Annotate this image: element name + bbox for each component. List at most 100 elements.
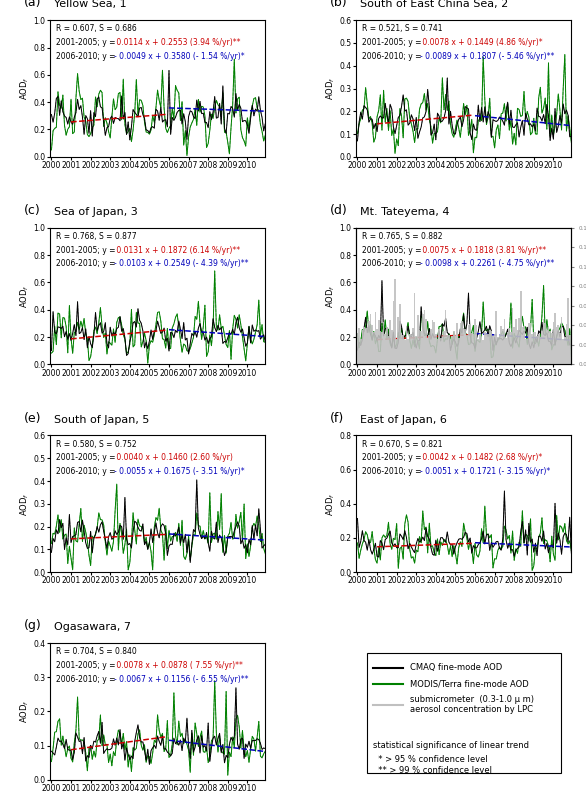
Text: 2006-2010; y =: 2006-2010; y = bbox=[56, 259, 118, 268]
Bar bbox=[476, 325, 478, 364]
Bar bbox=[456, 322, 458, 364]
Bar bbox=[469, 324, 471, 364]
Bar bbox=[411, 335, 412, 364]
Bar bbox=[490, 330, 492, 364]
Bar bbox=[427, 338, 428, 364]
Text: 0.0040 x + 0.1460 (2.60 %/yr): 0.0040 x + 0.1460 (2.60 %/yr) bbox=[114, 453, 233, 462]
Bar bbox=[407, 339, 409, 364]
Text: CMAQ fine-mode AOD: CMAQ fine-mode AOD bbox=[410, 663, 502, 672]
Bar bbox=[564, 337, 565, 364]
Bar bbox=[565, 324, 567, 364]
Bar bbox=[368, 321, 370, 364]
Bar bbox=[569, 335, 571, 364]
Bar bbox=[449, 339, 451, 364]
Bar bbox=[520, 291, 522, 364]
Y-axis label: AOD$_f$: AOD$_f$ bbox=[18, 284, 30, 308]
Bar bbox=[478, 339, 479, 364]
Bar bbox=[488, 335, 489, 364]
Text: R = 0.607, S = 0.686: R = 0.607, S = 0.686 bbox=[56, 24, 137, 33]
Bar bbox=[412, 328, 414, 364]
Text: 0.0078 x + 0.0878 ( 7.55 %/yr)**: 0.0078 x + 0.0878 ( 7.55 %/yr)** bbox=[114, 661, 243, 670]
Bar bbox=[517, 330, 518, 364]
Bar bbox=[440, 338, 442, 364]
Bar bbox=[515, 318, 517, 364]
Bar bbox=[505, 339, 507, 364]
Text: - 0.0098 x + 0.2261 (- 4.75 %/yr)**: - 0.0098 x + 0.2261 (- 4.75 %/yr)** bbox=[421, 259, 555, 268]
Text: 2001-2005; y =: 2001-2005; y = bbox=[362, 38, 424, 47]
Text: Yellow Sea, 1: Yellow Sea, 1 bbox=[54, 0, 127, 9]
Text: 2006-2010; y =: 2006-2010; y = bbox=[56, 467, 118, 476]
Bar bbox=[507, 332, 509, 364]
Bar bbox=[414, 293, 415, 364]
Text: 2001-2005; y =: 2001-2005; y = bbox=[362, 246, 424, 255]
Bar bbox=[522, 327, 523, 364]
Bar bbox=[567, 298, 569, 364]
Bar bbox=[461, 321, 463, 364]
Text: 2006-2010; y =: 2006-2010; y = bbox=[362, 467, 424, 476]
Bar bbox=[479, 335, 481, 364]
Bar bbox=[466, 335, 468, 364]
Bar bbox=[561, 317, 563, 364]
Bar bbox=[386, 326, 388, 364]
Bar bbox=[415, 336, 417, 364]
Text: 0.0114 x + 0.2553 (3.94 %/yr)**: 0.0114 x + 0.2553 (3.94 %/yr)** bbox=[114, 38, 241, 47]
Text: R = 0.521, S = 0.741: R = 0.521, S = 0.741 bbox=[362, 24, 443, 33]
Bar bbox=[553, 322, 554, 364]
Text: (f): (f) bbox=[330, 411, 344, 424]
Text: R = 0.580, S = 0.752: R = 0.580, S = 0.752 bbox=[56, 440, 137, 448]
Bar bbox=[445, 310, 447, 364]
Text: South of Japan, 5: South of Japan, 5 bbox=[54, 415, 149, 424]
Text: - 0.0055 x + 0.1675 (- 3.51 %/yr)*: - 0.0055 x + 0.1675 (- 3.51 %/yr)* bbox=[114, 467, 245, 476]
Bar bbox=[370, 314, 372, 364]
Bar bbox=[418, 330, 420, 364]
Text: 2006-2010; y =: 2006-2010; y = bbox=[56, 52, 118, 61]
Bar bbox=[358, 328, 360, 364]
Bar bbox=[474, 319, 476, 364]
Bar bbox=[383, 322, 384, 364]
Text: (a): (a) bbox=[24, 0, 42, 9]
Bar bbox=[510, 332, 512, 364]
Text: 0.0075 x + 0.1818 (3.81 %/yr)**: 0.0075 x + 0.1818 (3.81 %/yr)** bbox=[421, 246, 547, 255]
Bar bbox=[376, 329, 378, 364]
Bar bbox=[442, 336, 443, 364]
Y-axis label: AOD$_f$: AOD$_f$ bbox=[324, 284, 337, 308]
Bar bbox=[499, 335, 500, 364]
Text: ** > 99 % confidence level: ** > 99 % confidence level bbox=[373, 766, 492, 775]
Bar bbox=[468, 325, 469, 364]
Bar bbox=[357, 333, 358, 364]
Bar bbox=[494, 335, 495, 364]
Bar bbox=[374, 313, 376, 364]
Bar bbox=[428, 335, 430, 364]
Bar bbox=[465, 329, 466, 364]
Text: (c): (c) bbox=[24, 204, 40, 217]
Bar bbox=[512, 308, 513, 364]
Text: 2006-2010; y =: 2006-2010; y = bbox=[362, 259, 424, 268]
Text: - 0.0103 x + 0.2549 (- 4.39 %/yr)**: - 0.0103 x + 0.2549 (- 4.39 %/yr)** bbox=[114, 259, 249, 268]
Bar bbox=[536, 336, 538, 364]
Text: (g): (g) bbox=[24, 619, 42, 632]
Bar bbox=[486, 335, 488, 364]
Bar bbox=[495, 311, 497, 364]
Text: (b): (b) bbox=[330, 0, 347, 9]
Bar bbox=[559, 333, 561, 364]
Bar bbox=[406, 326, 407, 364]
Bar bbox=[372, 326, 373, 364]
Bar bbox=[381, 332, 383, 364]
Bar bbox=[443, 331, 445, 364]
Text: R = 0.704, S = 0.840: R = 0.704, S = 0.840 bbox=[56, 647, 137, 656]
Text: 0.0042 x + 0.1482 (2.68 %/yr)*: 0.0042 x + 0.1482 (2.68 %/yr)* bbox=[421, 453, 543, 462]
Bar bbox=[420, 331, 422, 364]
Bar bbox=[455, 336, 456, 364]
Bar bbox=[471, 334, 472, 364]
Bar bbox=[526, 339, 528, 364]
Bar bbox=[360, 339, 362, 364]
Bar bbox=[551, 333, 553, 364]
Bar bbox=[538, 335, 540, 364]
Text: - 0.0049 x + 0.3580 (- 1.54 %/yr)*: - 0.0049 x + 0.3580 (- 1.54 %/yr)* bbox=[114, 52, 245, 61]
Text: South of East China Sea, 2: South of East China Sea, 2 bbox=[360, 0, 509, 9]
Bar bbox=[453, 331, 455, 364]
Bar bbox=[525, 339, 526, 364]
Bar bbox=[380, 330, 381, 364]
Bar bbox=[389, 320, 391, 364]
Bar bbox=[396, 339, 397, 364]
